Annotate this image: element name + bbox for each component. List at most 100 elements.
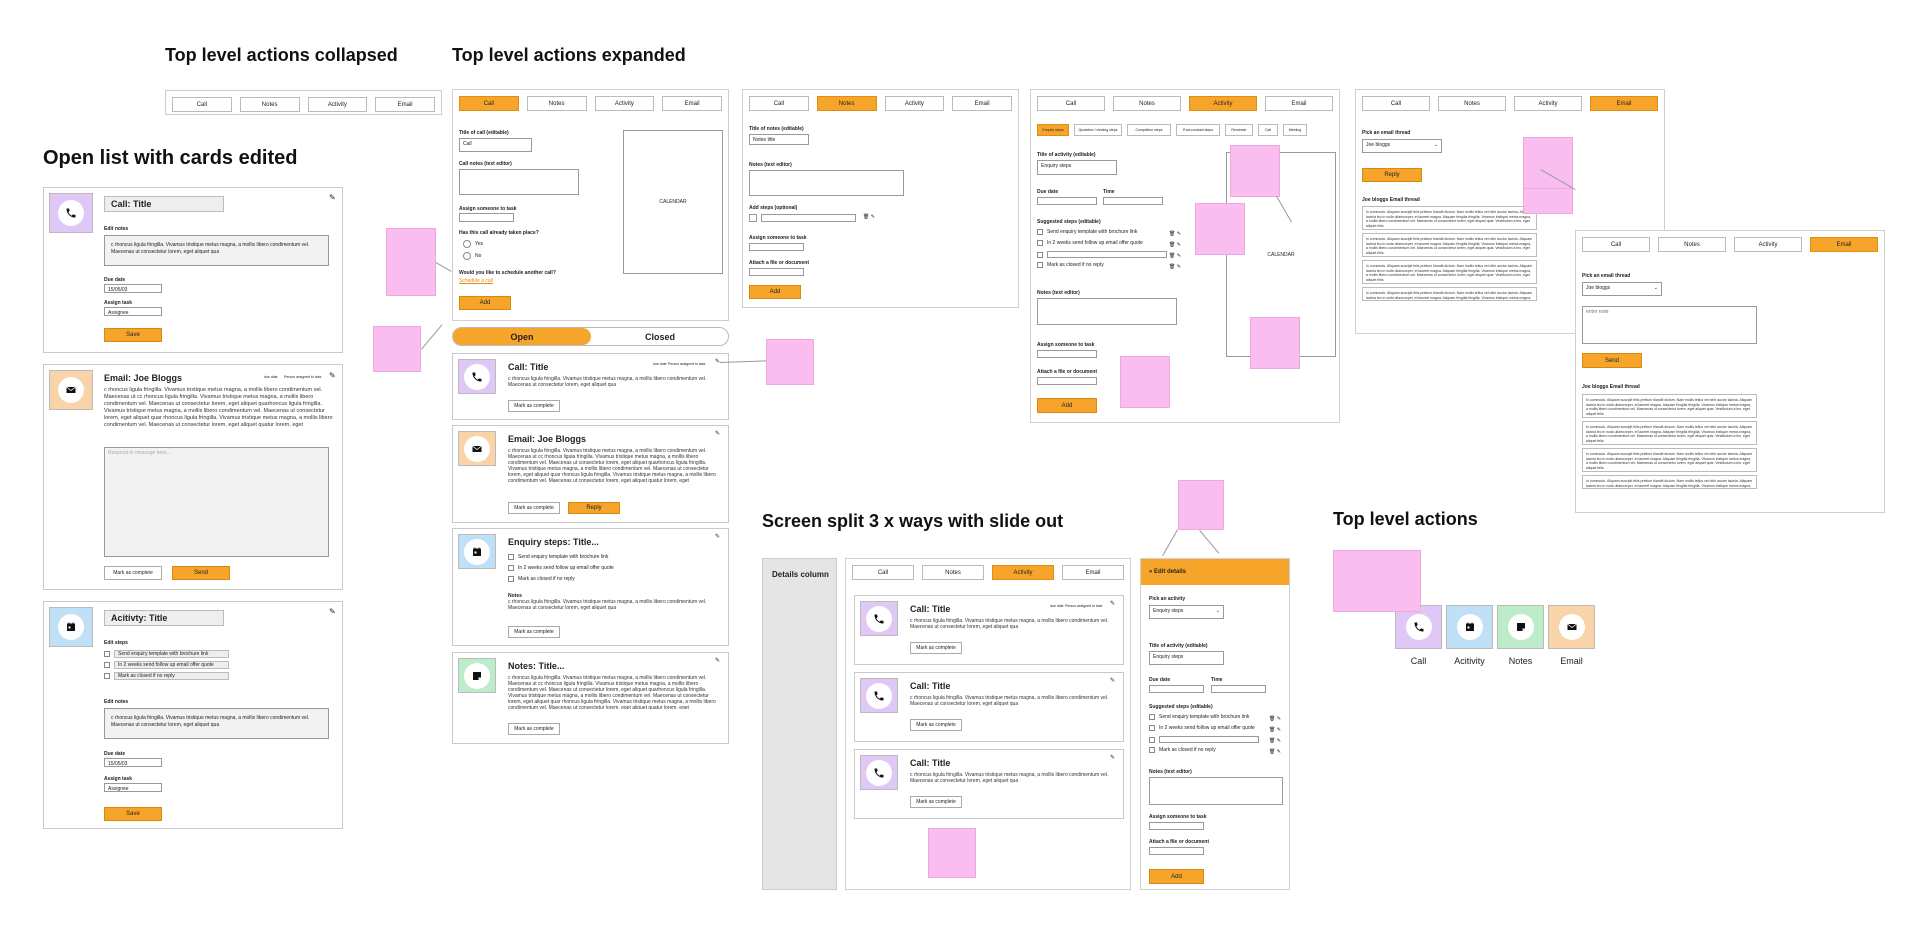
notes-add-button[interactable]: Add — [749, 285, 801, 299]
trash-icon[interactable]: 🗑 ✎ — [863, 214, 875, 220]
chip-call[interactable]: Call — [1258, 124, 1278, 136]
slide-out-header[interactable]: » Edit details — [1141, 559, 1289, 585]
due-input[interactable] — [1149, 685, 1204, 693]
mark-complete-button[interactable]: Mark as complete — [508, 502, 560, 514]
pencil-icon[interactable]: ✎ — [1110, 678, 1116, 684]
chip-post-contract[interactable]: Post-contract steps — [1176, 124, 1220, 136]
activity-title-input[interactable]: Enquiry steps — [1149, 651, 1224, 665]
notes-step-input[interactable] — [761, 214, 856, 222]
mark-complete-button[interactable]: Mark as complete — [104, 566, 162, 580]
activity-notes-editor[interactable] — [1037, 298, 1177, 325]
mark-complete-button[interactable]: Mark as complete — [910, 719, 962, 731]
tab-call[interactable]: Call — [1582, 237, 1650, 252]
save-button[interactable]: Save — [104, 328, 162, 342]
email-action[interactable] — [1548, 605, 1595, 649]
activity-add-button[interactable]: Add — [1037, 398, 1097, 413]
call-action[interactable] — [1395, 605, 1442, 649]
radio-yes[interactable]: Yes — [463, 240, 483, 248]
reply-textarea[interactable]: Respond to message here... — [104, 447, 329, 557]
activity-step-3[interactable] — [1037, 251, 1167, 258]
tab-notes[interactable]: Notes — [526, 96, 587, 111]
pencil-icon[interactable]: ✎ — [329, 371, 336, 380]
call-add-button[interactable]: Add — [459, 296, 511, 310]
activity-action[interactable] — [1446, 605, 1493, 649]
notes-editor[interactable] — [1149, 777, 1283, 805]
radio-no[interactable]: No — [463, 252, 481, 260]
tab-notes[interactable]: Notes — [1438, 96, 1506, 111]
tab-activity[interactable]: Activity — [884, 96, 945, 111]
due-input[interactable]: 15/05/03 — [104, 758, 162, 767]
tab-activity[interactable]: Activity — [1189, 96, 1257, 111]
tab-notes[interactable]: Notes — [816, 96, 877, 111]
step-3[interactable] — [1149, 736, 1259, 743]
step-4[interactable]: Mark as closed if no reply — [1149, 747, 1216, 753]
tab-notes[interactable]: Notes — [922, 565, 984, 580]
pick-activity-select[interactable]: Enquiry steps ⌄ — [1149, 605, 1224, 619]
tab-notes[interactable]: Notes — [239, 97, 300, 112]
call-notes-field[interactable]: c rhoncus ligula fringilla. Vivamus tris… — [104, 235, 329, 266]
activity-assign-input[interactable] — [1037, 350, 1097, 358]
schedule-link[interactable]: Schedule a call — [459, 278, 493, 284]
tab-email[interactable]: Email — [1062, 565, 1124, 580]
tab-activity[interactable]: Activity — [992, 565, 1054, 580]
tab-notes[interactable]: Notes — [1658, 237, 1726, 252]
call-title-field[interactable]: Call: Title — [104, 196, 224, 212]
tab-call[interactable]: Call — [852, 565, 914, 580]
activity-title-field[interactable]: Acitivty: Title — [104, 610, 224, 626]
step-3[interactable]: Mark as closed if no reply — [104, 672, 229, 680]
activity-due-input[interactable] — [1037, 197, 1097, 205]
tab-call[interactable]: Call — [172, 97, 232, 112]
pencil-icon[interactable]: ✎ — [329, 607, 336, 616]
mark-complete-button[interactable]: Mark as complete — [508, 626, 560, 638]
attach-input[interactable] — [1149, 847, 1204, 855]
email-send-button[interactable]: Send — [1582, 353, 1642, 368]
notes-assign-input[interactable] — [749, 243, 804, 251]
step-edit-icons[interactable]: 🗑 ✎ 🗑 ✎ 🗑 ✎ 🗑 ✎ — [1269, 716, 1281, 755]
toggle-open[interactable]: Open — [453, 328, 591, 345]
chip-reminder[interactable]: Reminder — [1225, 124, 1253, 136]
tab-email[interactable]: Email — [1265, 96, 1333, 111]
tab-email[interactable]: Email — [952, 96, 1012, 111]
pencil-icon[interactable]: ✎ — [329, 193, 336, 202]
pencil-icon[interactable]: ✎ — [715, 534, 721, 540]
step-edit-icons[interactable]: 🗑 ✎ 🗑 ✎ 🗑 ✎ 🗑 ✎ — [1169, 231, 1181, 270]
tab-email[interactable]: Email — [1810, 237, 1878, 252]
pencil-icon[interactable]: ✎ — [715, 359, 721, 365]
tab-activity[interactable]: Activity — [1734, 237, 1802, 252]
mark-complete-button[interactable]: Mark as complete — [910, 642, 962, 654]
tab-call[interactable]: Call — [749, 96, 809, 111]
send-button[interactable]: Send — [172, 566, 230, 580]
step-1[interactable]: Send enquiry template with brochure link — [1149, 714, 1249, 720]
tab-activity[interactable]: Activity — [1514, 96, 1582, 111]
tab-activity[interactable]: Activity — [307, 97, 368, 112]
activity-notes-field[interactable]: c rhoncus ligula fringilla. Vivamus tris… — [104, 708, 329, 739]
pencil-icon[interactable]: ✎ — [1110, 755, 1116, 761]
mark-complete-button[interactable]: Mark as complete — [508, 400, 560, 412]
email-thread-select[interactable]: Joe bloggs ⌄ — [1582, 282, 1662, 296]
add-button[interactable]: Add — [1149, 869, 1204, 884]
time-input[interactable] — [1211, 685, 1266, 693]
tab-email[interactable]: Email — [1590, 96, 1658, 111]
tab-email[interactable]: Email — [375, 97, 435, 112]
pencil-icon[interactable]: ✎ — [1110, 601, 1116, 607]
reply-button[interactable]: Reply — [568, 502, 620, 514]
notes-step-check[interactable] — [749, 214, 757, 222]
activity-time-input[interactable] — [1103, 197, 1163, 205]
tab-call[interactable]: Call — [1037, 96, 1105, 111]
assign-input[interactable]: Assignee — [104, 307, 162, 316]
step-2[interactable]: In 2 weeks send follow up email offer qu… — [1149, 725, 1255, 731]
chip-quotation[interactable]: Quotation / viewing steps — [1074, 124, 1122, 136]
pencil-icon[interactable]: ✎ — [715, 658, 721, 664]
email-reply-button[interactable]: Reply — [1362, 168, 1422, 182]
notes-attach-input[interactable] — [749, 268, 804, 276]
tab-notes[interactable]: Notes — [1113, 96, 1181, 111]
step-3[interactable]: Mark as closed if no reply — [508, 576, 575, 582]
step-1[interactable]: Send enquiry template with brochure link — [508, 554, 608, 560]
tab-email[interactable]: Email — [662, 96, 722, 111]
assign-input[interactable]: Assignee — [104, 783, 162, 792]
step-1[interactable]: Send enquiry template with brochure link — [104, 650, 229, 658]
notes-title-input[interactable]: Notes title — [749, 134, 809, 145]
tab-activity[interactable]: Activity — [594, 96, 655, 111]
tab-call[interactable]: Call — [459, 96, 519, 111]
tab-call[interactable]: Call — [1362, 96, 1430, 111]
